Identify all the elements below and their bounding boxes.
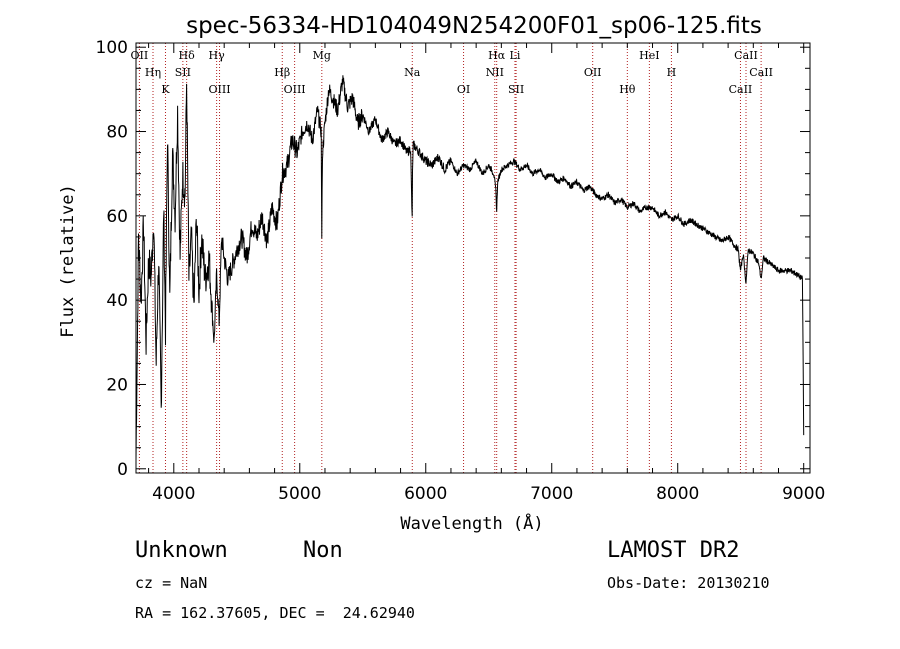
survey-name: LAMOST DR2 <box>607 538 740 563</box>
spectral-line-label: CaII <box>734 49 758 62</box>
spectral-line-label: Hθ <box>619 83 636 96</box>
x-tick-label: 7000 <box>530 484 573 504</box>
x-tick-label: 8000 <box>656 484 699 504</box>
spectral-line-label: OI <box>457 83 470 96</box>
observation-date: Obs-Date: 20130210 <box>607 574 770 592</box>
x-tick-label: 5000 <box>278 484 321 504</box>
spectral-line-label: Na <box>404 66 421 79</box>
spectral-line-label: Hδ <box>179 49 196 62</box>
spectral-line-label: CaII <box>729 83 753 96</box>
object-class: Unknown <box>135 538 228 563</box>
spectral-line-label: CaII <box>749 66 773 79</box>
spectral-line-label: OIII <box>208 83 230 96</box>
y-tick-label: 60 <box>106 207 128 227</box>
spectral-line-label: Li <box>510 49 521 62</box>
y-tick-label: 0 <box>117 460 128 480</box>
spectral-line-label: Hβ <box>274 66 290 79</box>
spectral-line-label: OII <box>131 49 149 62</box>
spectral-line-label: H <box>667 66 677 79</box>
spectral-line-label: HeI <box>639 49 659 62</box>
y-tick-label: 80 <box>106 123 128 143</box>
spectral-line-label: SII <box>508 83 524 96</box>
spectral-line-label: Hα <box>488 49 506 62</box>
object-subclass: Non <box>303 538 343 563</box>
chart-title: spec-56334-HD104049N254200F01_sp06-125.f… <box>186 13 762 39</box>
y-tick-label: 100 <box>96 38 128 58</box>
redshift-cz: cz = NaN <box>135 574 208 592</box>
plot-frame <box>135 42 811 474</box>
x-axis-label: Wavelength (Å) <box>400 512 543 534</box>
spectral-line-label: NII <box>486 66 504 79</box>
x-tick-label: 6000 <box>404 484 447 504</box>
y-axis-label: Flux (relative) <box>58 184 78 338</box>
y-tick-label: 20 <box>106 375 128 395</box>
spectrum-series <box>135 75 805 461</box>
sky-coordinates: RA = 162.37605, DEC = 24.62940 <box>135 604 415 622</box>
y-tick-label: 40 <box>106 291 128 311</box>
x-tick-label: 9000 <box>782 484 825 504</box>
spectral-line-label: SII <box>175 66 191 79</box>
spectral-line-label: OIII <box>284 83 306 96</box>
spectral-line-label: Hγ <box>209 49 226 62</box>
spectral-line-label: OII <box>584 66 602 79</box>
spectral-line-label: K <box>161 83 170 96</box>
x-tick-label: 4000 <box>152 484 195 504</box>
spectral-line-label: Hη <box>145 66 161 79</box>
spectral-line-label: Mg <box>313 49 331 62</box>
